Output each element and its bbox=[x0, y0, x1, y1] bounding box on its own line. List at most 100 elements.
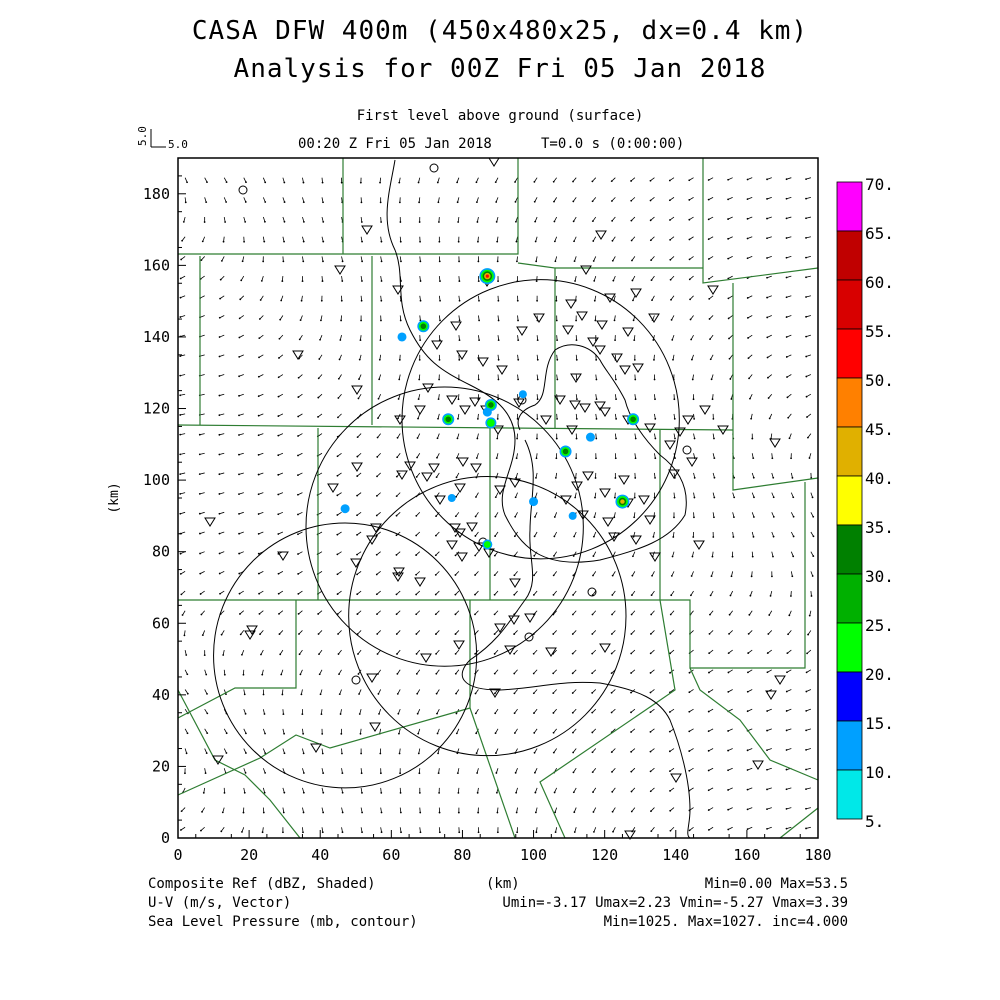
wind-vector-head bbox=[708, 632, 711, 635]
station-marker bbox=[453, 640, 465, 650]
wind-vector-head bbox=[494, 712, 497, 715]
wind-vector-head bbox=[398, 752, 401, 755]
wind-vector-head bbox=[752, 476, 755, 479]
wind-vector-head bbox=[475, 752, 478, 755]
wind-vector-head bbox=[611, 771, 613, 773]
colorbar-label: 60. bbox=[865, 273, 894, 292]
wind-vector-head bbox=[693, 476, 696, 479]
wind-vector-head bbox=[277, 473, 280, 476]
wind-vector-head bbox=[533, 751, 536, 754]
wind-vector-head bbox=[359, 181, 362, 184]
wind-vector-head bbox=[634, 477, 637, 479]
wind-vector-head bbox=[360, 319, 363, 322]
wind-vector-head bbox=[727, 297, 730, 300]
wind-vector-head bbox=[690, 594, 692, 597]
wind-vector-head bbox=[632, 319, 635, 322]
wind-vector-head bbox=[671, 338, 674, 341]
wind-vector-head bbox=[184, 201, 187, 204]
wind-vector-head bbox=[592, 240, 595, 242]
wind-vector-head bbox=[206, 692, 208, 695]
wind-vector-head bbox=[457, 221, 460, 223]
wind-vector-head bbox=[671, 555, 674, 558]
station-marker bbox=[513, 398, 525, 408]
wind-vector-head bbox=[198, 492, 201, 495]
y-tick-label: 140 bbox=[143, 328, 170, 346]
wind-vector-head bbox=[262, 260, 265, 263]
wind-vector-head bbox=[494, 496, 497, 499]
station-marker bbox=[632, 363, 644, 373]
station-marker bbox=[648, 313, 660, 323]
wind-vector-head bbox=[225, 201, 228, 203]
wind-vector-head bbox=[614, 378, 617, 381]
wind-vector-head bbox=[768, 614, 771, 616]
wind-vector-head bbox=[238, 317, 241, 320]
wind-vector-head bbox=[688, 218, 691, 221]
wind-vector-head bbox=[179, 492, 182, 495]
wind-vector-head bbox=[282, 713, 285, 716]
wind-vector-head bbox=[356, 475, 359, 477]
level-label: First level above ground (surface) bbox=[356, 108, 644, 124]
wind-vector-head bbox=[571, 652, 574, 655]
wind-vector-head bbox=[280, 299, 283, 302]
wind-vector-head bbox=[380, 260, 383, 263]
colorbar-label: 35. bbox=[865, 518, 894, 537]
wind-vector-head bbox=[649, 691, 652, 694]
wind-vector-head bbox=[634, 457, 637, 460]
wind-vector-head bbox=[225, 181, 228, 183]
wind-vector-head bbox=[670, 594, 673, 597]
x-tick-label: 80 bbox=[453, 846, 471, 864]
wind-vector-head bbox=[513, 732, 516, 734]
station-marker bbox=[428, 463, 440, 473]
colorbar-segment bbox=[836, 769, 863, 820]
wind-vector-head bbox=[709, 338, 711, 340]
wind-vector-head bbox=[337, 377, 340, 380]
wind-vector-head bbox=[380, 831, 383, 834]
wind-vector-head bbox=[535, 280, 538, 282]
wind-vector-head bbox=[437, 772, 440, 775]
wind-vector-head bbox=[322, 201, 324, 204]
wind-vector-head bbox=[613, 496, 616, 499]
station-marker bbox=[477, 357, 489, 367]
wind-vector-head bbox=[415, 573, 417, 576]
wind-vector-head bbox=[434, 593, 437, 596]
wind-vector-head bbox=[476, 221, 479, 223]
wind-vector-head bbox=[711, 555, 714, 558]
county-line bbox=[732, 283, 819, 491]
wind-vector-head bbox=[672, 358, 674, 361]
wind-vector-head bbox=[356, 593, 359, 596]
wind-vector-head bbox=[552, 574, 555, 577]
wind-vector-head bbox=[321, 752, 324, 755]
wind-vector-head bbox=[218, 552, 221, 555]
wind-vector-head bbox=[257, 375, 260, 378]
wind-vector-head bbox=[591, 633, 594, 635]
wind-vector-head bbox=[218, 394, 221, 397]
wind-vector-head bbox=[552, 751, 555, 754]
wind-vector-head bbox=[747, 633, 750, 635]
wind-vector-head bbox=[317, 613, 320, 615]
wind-vector-head bbox=[358, 358, 361, 361]
wind-vector-head bbox=[707, 691, 710, 693]
wind-vector-head bbox=[811, 575, 814, 577]
wind-vector-head bbox=[435, 515, 437, 517]
station-marker bbox=[431, 340, 443, 350]
wind-vector-head bbox=[513, 633, 516, 635]
wind-vector-head bbox=[218, 512, 221, 515]
wind-vector-head bbox=[615, 398, 617, 401]
wind-vector-head bbox=[515, 811, 518, 814]
wind-vector-head bbox=[572, 200, 575, 203]
wind-vector-head bbox=[812, 535, 815, 538]
x-tick-label: 20 bbox=[240, 846, 258, 864]
wind-vector-head bbox=[259, 633, 261, 636]
wind-vector-head bbox=[572, 555, 575, 557]
wind-vector-head bbox=[282, 811, 285, 814]
vector-ref-h: 5.0 bbox=[168, 138, 188, 151]
wind-vector-head bbox=[340, 732, 343, 735]
wind-vector-head bbox=[437, 417, 439, 420]
wind-vector-head bbox=[592, 811, 595, 813]
wind-vector-head bbox=[707, 829, 710, 831]
wind-vector-head bbox=[493, 613, 496, 616]
wind-vector-head bbox=[688, 750, 691, 752]
x-axis: 0 20 40 60 80 100 120 140 160 180 bbox=[173, 830, 832, 864]
wind-vector-head bbox=[497, 280, 499, 283]
